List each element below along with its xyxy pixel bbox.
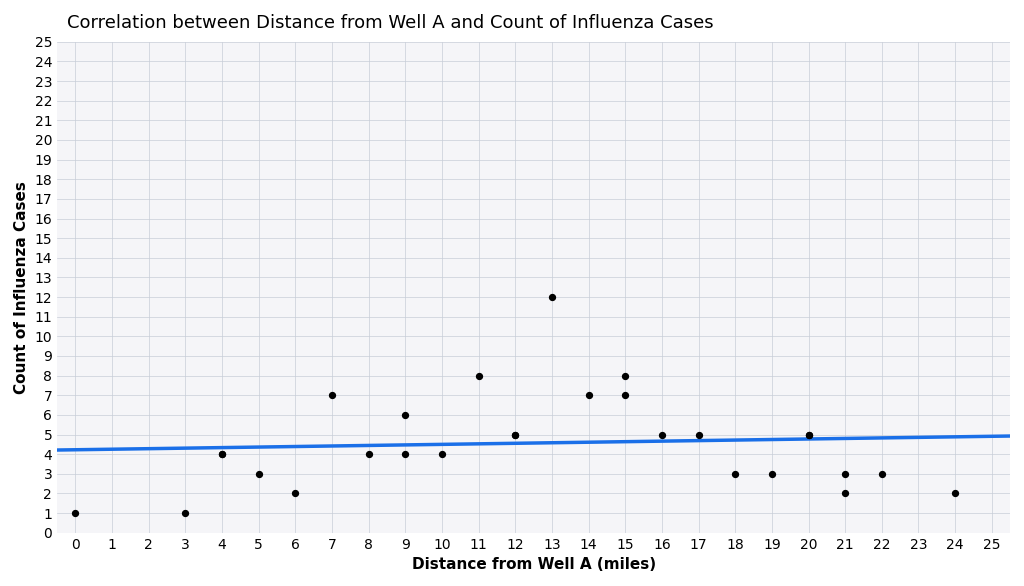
Point [507,430,523,439]
Point [397,410,414,420]
Point [837,469,853,479]
Point [544,292,560,302]
Point [727,469,743,479]
Point [397,449,414,459]
Point [801,430,817,439]
Point [801,430,817,439]
Point [214,449,230,459]
Point [177,509,194,518]
Point [617,390,634,400]
Point [947,489,964,498]
Point [251,469,267,479]
Point [873,469,890,479]
Point [581,390,597,400]
Point [68,509,84,518]
Point [287,489,303,498]
Point [214,449,230,459]
Y-axis label: Count of Influenza Cases: Count of Influenza Cases [14,181,29,394]
Point [324,390,340,400]
Point [837,489,853,498]
Point [764,469,780,479]
Point [617,371,634,380]
Point [690,430,707,439]
Point [470,371,486,380]
Point [360,449,377,459]
Point [507,430,523,439]
Point [653,430,670,439]
Point [434,449,451,459]
Text: Correlation between Distance from Well A and Count of Influenza Cases: Correlation between Distance from Well A… [67,14,713,32]
X-axis label: Distance from Well A (miles): Distance from Well A (miles) [412,557,655,572]
